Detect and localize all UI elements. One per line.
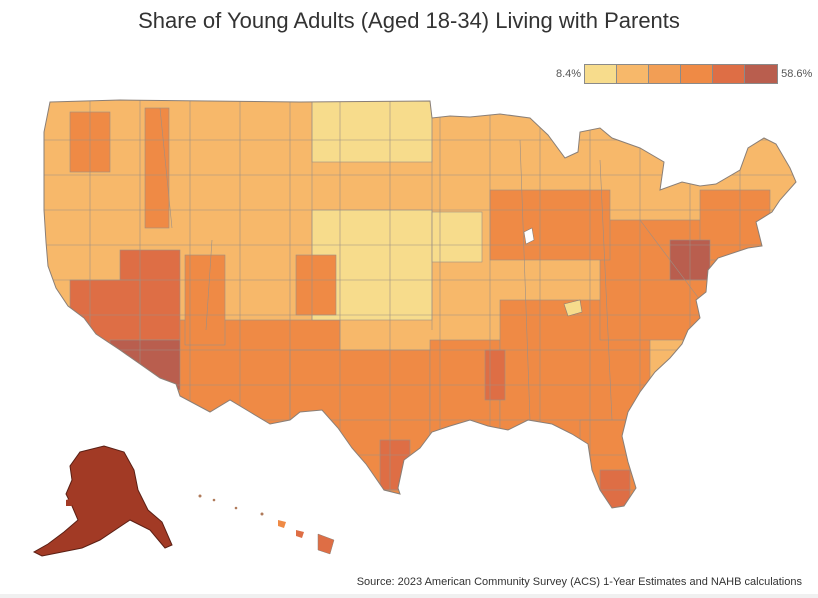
alaska-island [66,498,72,506]
region-new-england [699,189,771,261]
alaska-shape [32,445,173,557]
legend-swatch-4 [681,65,714,83]
alaska [32,445,173,557]
region-utah [184,254,226,346]
us-outline-border [43,99,797,509]
legend-swatch-3 [649,65,682,83]
region-north-dakota [311,100,433,163]
chart-title: Share of Young Adults (Aged 18-34) Livin… [138,8,680,33]
region-texas [289,349,431,501]
region-mississippi [484,349,506,401]
region-great-lakes [489,189,611,261]
legend-swatch-1 [585,65,618,83]
legend-swatch-6 [745,65,778,83]
source-note: Source: 2023 American Community Survey (… [356,576,802,588]
legend-swatch-2 [617,65,650,83]
color-legend: 8.4% 58.6% [556,64,812,84]
us-contiguous [43,99,797,509]
region-california-south [109,339,181,391]
white-pocket-wv [563,299,583,317]
footer-bar [0,594,818,598]
region-colorado [295,254,337,316]
legend-min-label: 8.4% [556,68,582,80]
region-idaho [144,107,170,229]
legend-swatch-5 [713,65,746,83]
district-borders [44,100,796,508]
legend-max-label: 58.6% [781,68,813,80]
region-south-texas [379,439,411,491]
region-iowa [431,211,483,263]
hawaii [198,494,335,555]
legend-swatches [584,64,779,84]
white-pocket-michigan [523,227,535,245]
